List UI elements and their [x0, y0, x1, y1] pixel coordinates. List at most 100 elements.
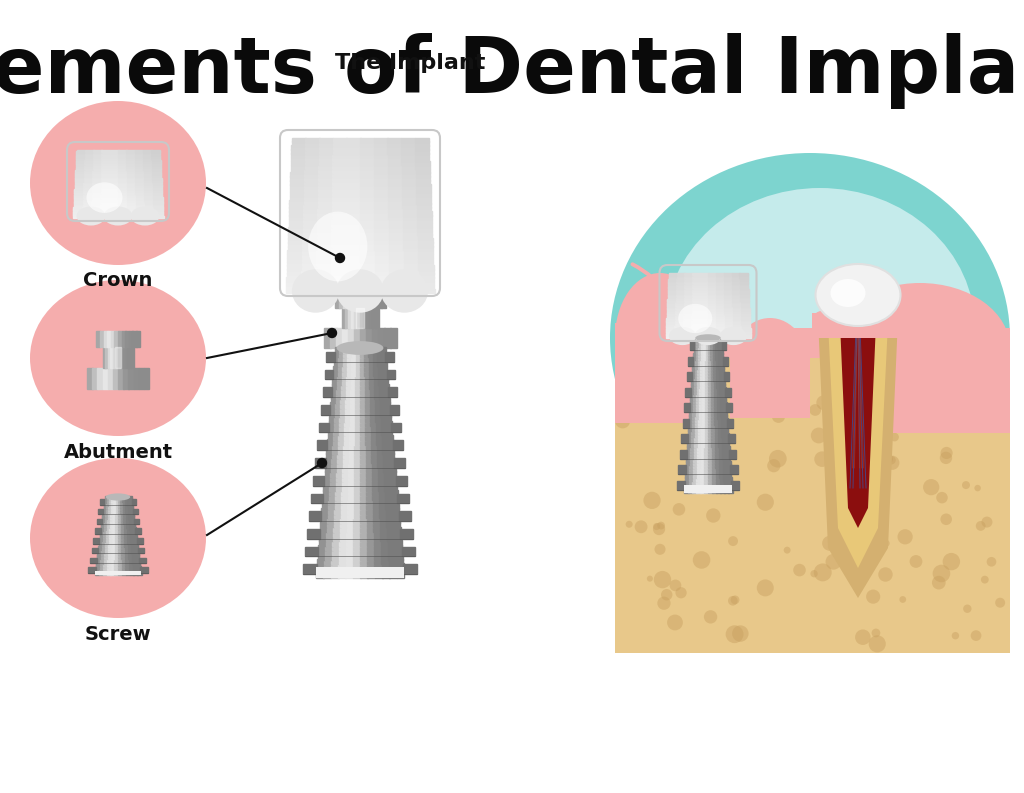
Bar: [360, 504, 367, 509]
Bar: [102, 538, 106, 541]
Bar: [370, 393, 375, 399]
Bar: [328, 513, 335, 518]
Bar: [700, 282, 709, 285]
Bar: [708, 412, 712, 416]
Bar: [706, 371, 709, 375]
Bar: [346, 531, 353, 537]
Bar: [403, 235, 418, 239]
Bar: [700, 477, 705, 481]
Bar: [125, 553, 129, 555]
Bar: [705, 449, 709, 453]
Bar: [393, 522, 400, 527]
Bar: [360, 361, 365, 366]
Bar: [118, 526, 121, 528]
Bar: [143, 156, 152, 159]
Circle shape: [728, 536, 738, 546]
Bar: [353, 508, 360, 514]
Bar: [371, 416, 376, 422]
Bar: [692, 295, 700, 297]
Bar: [75, 183, 84, 186]
Bar: [401, 141, 415, 146]
Bar: [303, 203, 318, 208]
Bar: [700, 455, 705, 459]
Bar: [686, 462, 690, 465]
Bar: [127, 537, 131, 539]
Bar: [697, 455, 701, 459]
Bar: [118, 501, 121, 504]
Bar: [380, 412, 386, 417]
Bar: [154, 211, 163, 213]
Bar: [348, 458, 354, 463]
Bar: [118, 555, 122, 557]
Bar: [127, 213, 136, 215]
Bar: [383, 462, 389, 468]
Bar: [353, 517, 360, 523]
Bar: [109, 535, 113, 538]
Bar: [326, 545, 333, 550]
Circle shape: [814, 451, 829, 467]
Bar: [360, 145, 374, 150]
Bar: [316, 262, 332, 266]
Bar: [716, 278, 724, 279]
Bar: [118, 182, 127, 184]
Bar: [698, 343, 701, 347]
Bar: [127, 216, 136, 218]
Bar: [129, 500, 132, 502]
Bar: [154, 201, 163, 203]
Bar: [347, 361, 352, 366]
Bar: [417, 207, 431, 212]
Bar: [388, 172, 402, 177]
Bar: [674, 329, 683, 331]
Bar: [683, 315, 692, 317]
Bar: [718, 424, 722, 428]
Bar: [705, 467, 709, 471]
Bar: [152, 168, 161, 170]
Bar: [706, 347, 709, 351]
Bar: [697, 436, 701, 440]
Bar: [133, 568, 137, 570]
Bar: [713, 353, 716, 357]
Bar: [303, 211, 317, 216]
Bar: [121, 516, 124, 519]
Bar: [288, 238, 303, 243]
Bar: [137, 571, 141, 573]
Bar: [75, 174, 84, 175]
Bar: [384, 476, 390, 481]
Bar: [360, 262, 375, 266]
Bar: [325, 370, 333, 379]
Bar: [716, 281, 724, 283]
Bar: [99, 568, 103, 570]
Bar: [698, 350, 701, 354]
Bar: [367, 545, 375, 550]
Bar: [152, 155, 161, 157]
Bar: [375, 393, 380, 399]
Bar: [128, 543, 131, 546]
Bar: [96, 561, 100, 564]
Bar: [708, 326, 717, 328]
Bar: [360, 273, 375, 278]
Bar: [130, 538, 134, 541]
Bar: [326, 536, 333, 541]
Bar: [115, 546, 119, 549]
Bar: [348, 481, 354, 486]
Bar: [695, 415, 699, 419]
Bar: [377, 444, 383, 449]
Bar: [108, 551, 112, 554]
Bar: [116, 504, 119, 507]
Bar: [316, 246, 332, 251]
Ellipse shape: [131, 206, 160, 225]
Bar: [318, 172, 333, 177]
Bar: [316, 563, 325, 569]
Bar: [95, 571, 99, 573]
Bar: [387, 153, 401, 157]
Bar: [705, 446, 709, 450]
Bar: [289, 219, 303, 224]
Bar: [127, 202, 136, 205]
Bar: [685, 473, 689, 477]
Bar: [732, 302, 741, 304]
Bar: [712, 433, 715, 437]
Bar: [684, 304, 692, 305]
Bar: [688, 430, 692, 434]
Bar: [721, 412, 724, 416]
Bar: [694, 384, 697, 388]
